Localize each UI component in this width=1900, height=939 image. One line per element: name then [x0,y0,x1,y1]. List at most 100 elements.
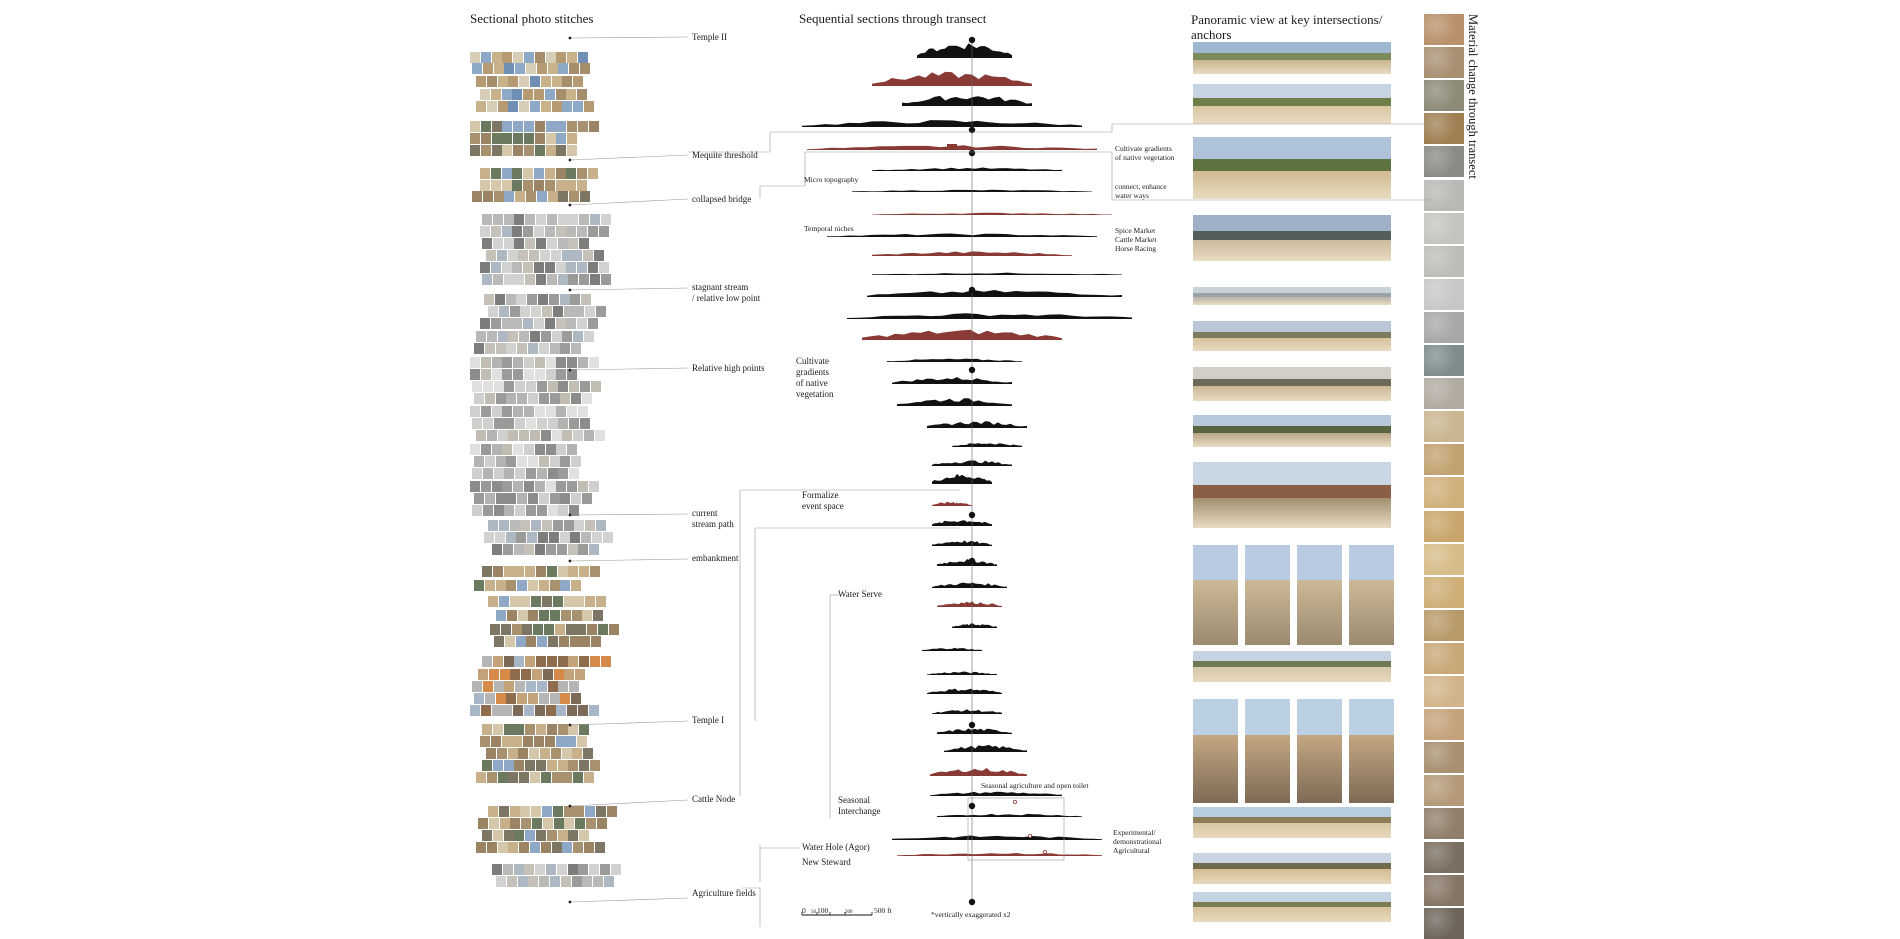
stitch-tile [590,566,600,577]
stitch-tile [531,306,542,317]
stitch-tile [482,381,493,392]
stitch-tile [501,262,512,273]
stitch-tile [502,864,513,875]
stitch-tile [540,430,551,441]
stitch-tile [523,736,534,747]
stitch-tile [585,306,596,317]
scale-small: 50 [811,910,816,915]
stitch-tile [502,406,513,417]
stitch-tile [506,393,517,404]
stitch-tile [602,532,613,543]
stitch-tile [567,481,578,492]
stitch-tile [546,724,557,735]
stitch-tile [550,250,561,261]
stitch-tile [506,456,517,467]
stitch-tile [558,636,569,647]
stitch-tile [560,493,571,504]
seasonal-box [967,797,1065,861]
section-profile [902,95,1032,106]
stitch-tile [515,468,526,479]
stitch-tile [509,596,520,607]
stitch-tile [540,101,551,112]
material-swatch [1424,345,1464,376]
stitch-tile [550,876,560,887]
stitch-tile [512,168,523,179]
panorama-panel [1297,545,1342,645]
stitch-tile [514,238,525,249]
panorama-photo [1193,215,1391,261]
stitch-tile [492,566,503,577]
stitch-tile [555,318,566,329]
material-swatch [1424,278,1464,310]
stitch-tile [567,121,578,132]
stitch-tile [512,262,523,273]
stitch-tile [568,238,579,249]
stitch-tile [567,357,578,368]
stitch-tile [574,806,585,817]
anchor-dot [968,898,976,906]
stitch-tile [515,681,526,692]
stitch-tile [484,693,495,704]
stitch-tile [527,532,538,543]
section-profile [872,212,1112,215]
stitch-tile [482,418,493,429]
stitch-tile [590,274,600,285]
stitch-tile [513,369,524,380]
stitch-tile [545,406,556,417]
stitch-tile [491,444,502,455]
stitch-tile [557,830,568,841]
stitch-tile [540,772,551,783]
anchor-relative-high-points: Relative high points [692,363,765,373]
material-swatch [1424,477,1464,509]
stitch-tile [568,566,579,577]
stitch-tile [546,760,557,771]
stitch-tile [513,52,524,63]
stitch-tile [580,381,590,392]
stitch-tile [547,381,558,392]
stitch-tile [545,145,556,156]
stitch-tile [547,63,558,74]
stitch-tile [519,101,530,112]
stitch-tile [555,180,566,191]
anchor-temple-ii: Temple II [692,32,728,42]
stitch-tile [551,76,562,87]
stitch-tile [546,544,556,555]
stitch-tile [590,760,600,771]
stitch-tile [579,724,590,735]
stitch-tile [571,580,582,591]
stitch-tile [504,636,515,647]
note-cultivate-native: Cultivate gradients of native vegetation [1115,144,1175,162]
note-water-hole: Water Hole (Agor) [802,842,870,852]
panorama-photo [1193,42,1391,74]
stitch-tile [513,544,524,555]
stitch-tile [486,250,496,261]
stitch-tile [598,226,609,237]
material-swatch [1424,212,1464,244]
panorama-panel [1297,699,1342,803]
stitch-tile [476,101,486,112]
section-profile [872,167,1062,171]
stitch-tile [572,748,583,759]
stitch-tile [567,544,578,555]
stitch-tile [501,318,512,329]
stitch-tile [524,133,534,144]
panorama-photo [1193,807,1391,838]
stitch-tile [579,238,590,249]
stitch-tile [588,262,598,273]
stitch-tile [569,505,580,516]
stitch-tile [497,430,508,441]
stitch-tile [555,226,566,237]
stitch-tile [491,705,502,716]
stitch-tile [519,842,530,853]
stitch-tile [538,456,549,467]
section-profile [937,728,1012,734]
stitch-tile [480,145,491,156]
stitch-tile [484,580,495,591]
stitch-tile [571,393,582,404]
stitch-tile [534,705,545,716]
stitch-tile [584,430,594,441]
note-cultivate-gradients: Cultivate gradients of native vegetation [796,356,834,399]
stitch-tile [555,736,566,747]
anchor-dot [968,36,976,44]
stitch-tile [574,596,585,607]
